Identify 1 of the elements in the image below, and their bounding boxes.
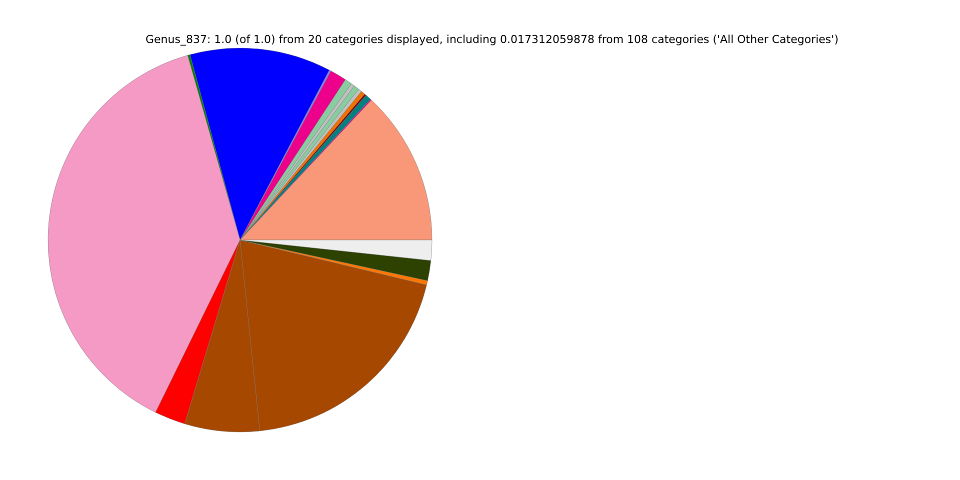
text: Genus_837: 1.0 (of 1.0) from 20 categories displayed, including 0.017312059878 from 108 categories ('All Other Categories') [146,33,838,46]
